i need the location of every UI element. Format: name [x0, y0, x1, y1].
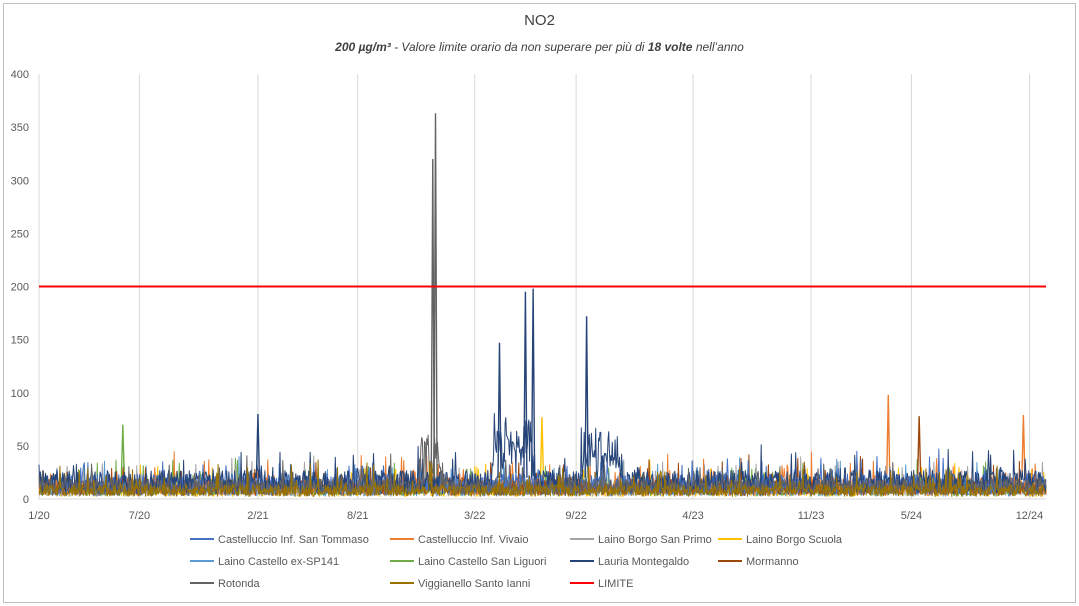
legend-swatch [190, 560, 214, 563]
x-tick-label: 11/23 [798, 510, 825, 522]
peak-mark [886, 394, 891, 478]
legend-label: Lauria Montegaldo [598, 556, 690, 568]
legend-item: Rotonda [190, 578, 260, 592]
x-tick-label: 4/23 [682, 510, 703, 522]
legend-item: Castelluccio Inf. San Tommaso [190, 534, 369, 548]
legend-swatch [570, 582, 594, 585]
legend-label: Castelluccio Inf. Vivaio [418, 534, 529, 546]
peak-mark [255, 413, 261, 478]
y-tick-label: 150 [11, 335, 29, 347]
y-tick-label: 100 [11, 388, 29, 400]
x-tick-label: 9/22 [565, 510, 586, 522]
subtitle-text: - Valore limite orario da non superare p… [390, 40, 648, 54]
peak-mark [430, 158, 435, 478]
x-tick-label: 12/24 [1016, 510, 1044, 522]
x-axis: 1/20 7/20 2/21 8/21 3/22 9/22 4/23 11/23 5/24 12/… [28, 510, 1043, 522]
peak-mark [523, 291, 528, 478]
legend-label: Laino Castello San Liguori [418, 556, 547, 568]
legend-item: Laino Borgo San Primo [570, 534, 712, 548]
legend-item: Mormanno [718, 556, 799, 570]
legend-item: Viggianello Santo Ianni [390, 578, 530, 592]
chart-subtitle: 200 µg/m³ - Valore limite orario da non … [0, 40, 1079, 54]
legend-swatch [390, 560, 414, 563]
legend-label: Castelluccio Inf. San Tommaso [218, 534, 369, 546]
legend-swatch [570, 560, 594, 563]
legend-item: Laino Castello San Liguori [390, 556, 546, 570]
series-line [38, 459, 1047, 497]
legend-item: Lauria Montegaldo [570, 556, 689, 570]
legend-label: Laino Borgo Scuola [746, 534, 843, 546]
legend-swatch [570, 538, 594, 541]
subtitle-count: 18 volte [647, 40, 693, 54]
y-axis: 0 50 100 150 200 250 300 350 400 [11, 69, 1046, 506]
chart-title: NO2 [524, 12, 555, 29]
legend-label: Laino Castello ex-SP141 [218, 556, 340, 568]
legend-label: LIMITE [598, 578, 634, 590]
y-tick-label: 300 [11, 175, 29, 187]
x-tick-label: 8/21 [347, 510, 368, 522]
peak-mark [530, 288, 536, 478]
legend-swatch [718, 538, 742, 541]
legend-item: Laino Castello ex-SP141 [190, 556, 339, 570]
legend-label: Rotonda [218, 578, 260, 590]
legend-label: Mormanno [746, 556, 799, 568]
y-tick-label: 200 [11, 282, 29, 294]
peak-mark [916, 416, 922, 478]
x-tick-label: 3/22 [464, 510, 485, 522]
subtitle-tail: nell’anno [692, 40, 744, 54]
legend-swatch [190, 582, 214, 585]
subtitle-limit: 200 µg/m³ [335, 40, 391, 54]
x-tick-label: 1/20 [28, 510, 49, 522]
legend-swatch [190, 538, 214, 541]
y-tick-label: 400 [11, 69, 29, 81]
legend-item: LIMITE [570, 578, 633, 592]
peak-mark [433, 113, 438, 478]
y-tick-label: 0 [23, 494, 29, 506]
legend-label: Laino Borgo San Primo [598, 534, 712, 546]
legend-swatch [390, 538, 414, 541]
y-tick-label: 50 [17, 441, 29, 453]
x-tick-label: 2/21 [247, 510, 268, 522]
legend-swatch [718, 560, 742, 563]
chart-frame [3, 3, 1076, 603]
legend-item: Laino Borgo Scuola [718, 534, 842, 548]
legend-item: Castelluccio Inf. Vivaio [390, 534, 528, 548]
legend-swatch [390, 582, 414, 585]
peak-mark [497, 342, 502, 478]
series-lines [38, 113, 1047, 497]
y-tick-label: 250 [11, 228, 29, 240]
legend-label: Viggianello Santo Ianni [418, 578, 531, 590]
peak-mark [1021, 415, 1026, 478]
x-tick-label: 5/24 [901, 510, 922, 522]
series-line [38, 413, 1047, 495]
peak-mark [539, 417, 545, 478]
x-tick-label: 7/20 [129, 510, 150, 522]
peak-mark [584, 316, 589, 478]
y-tick-label: 350 [11, 122, 29, 134]
